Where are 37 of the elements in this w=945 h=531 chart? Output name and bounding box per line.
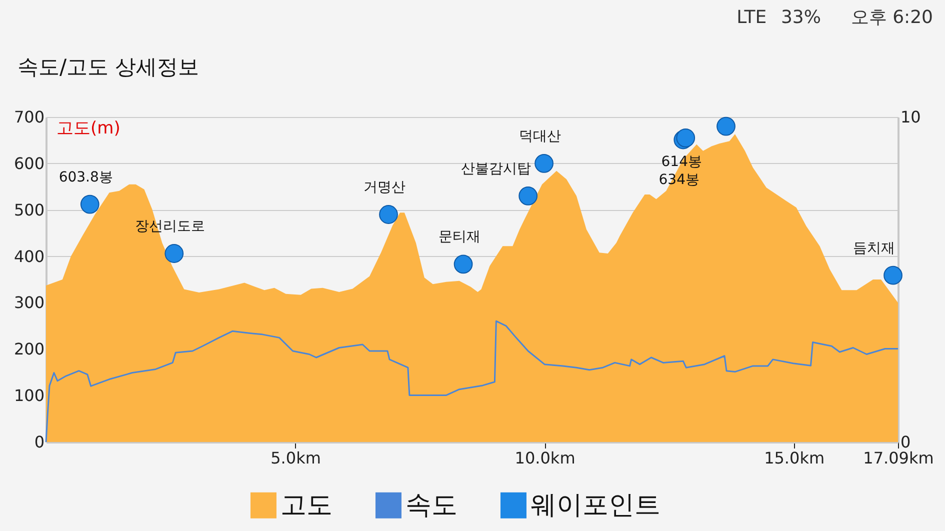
point	[884, 266, 902, 285]
point	[454, 254, 473, 274]
legend-label: 웨이포인트	[530, 490, 660, 520]
annotation: 듬치재	[853, 240, 895, 256]
x-tick-label: 10.0km	[514, 448, 576, 468]
annotation: 614봉	[661, 154, 702, 170]
y-tick-label: 300	[14, 293, 44, 312]
y-tick-label: 600	[14, 154, 44, 173]
annotation: 덕대산	[519, 128, 562, 144]
x-tick-label: 17.09km	[863, 448, 934, 468]
x-tick-label: 15.0km	[764, 448, 825, 468]
annotation: 산불감시탑	[460, 160, 531, 177]
point	[80, 194, 100, 214]
x-tick-label: 5.0km	[270, 448, 321, 468]
y-tick-label: 700	[14, 108, 44, 126]
point	[164, 244, 184, 263]
point	[518, 186, 538, 206]
annotation: 603.8봉	[58, 169, 113, 186]
y2-tick-label: 10	[900, 108, 921, 126]
point	[716, 116, 736, 136]
y-axis-title: 고도(m)	[56, 118, 120, 138]
legend-label: 속도	[405, 490, 458, 520]
y-tick-label: 500	[14, 200, 44, 220]
point	[379, 205, 398, 224]
text: 33%	[780, 7, 821, 28]
y-tick-label: 400	[14, 246, 44, 266]
legend-label: 고도	[280, 490, 332, 520]
annotation: 문티재	[438, 229, 480, 246]
y2-tick-label: 0	[900, 432, 911, 452]
point	[534, 154, 554, 173]
annotation: 거명산	[363, 180, 406, 196]
chart-title: 속도/고도 상세정보	[17, 55, 200, 79]
text: 오후 6:20	[850, 7, 933, 28]
text: LTE	[736, 7, 767, 28]
y-tick-label: 0	[34, 432, 44, 452]
y-tick-label: 200	[14, 340, 44, 359]
y-tick-label: 100	[14, 386, 44, 406]
